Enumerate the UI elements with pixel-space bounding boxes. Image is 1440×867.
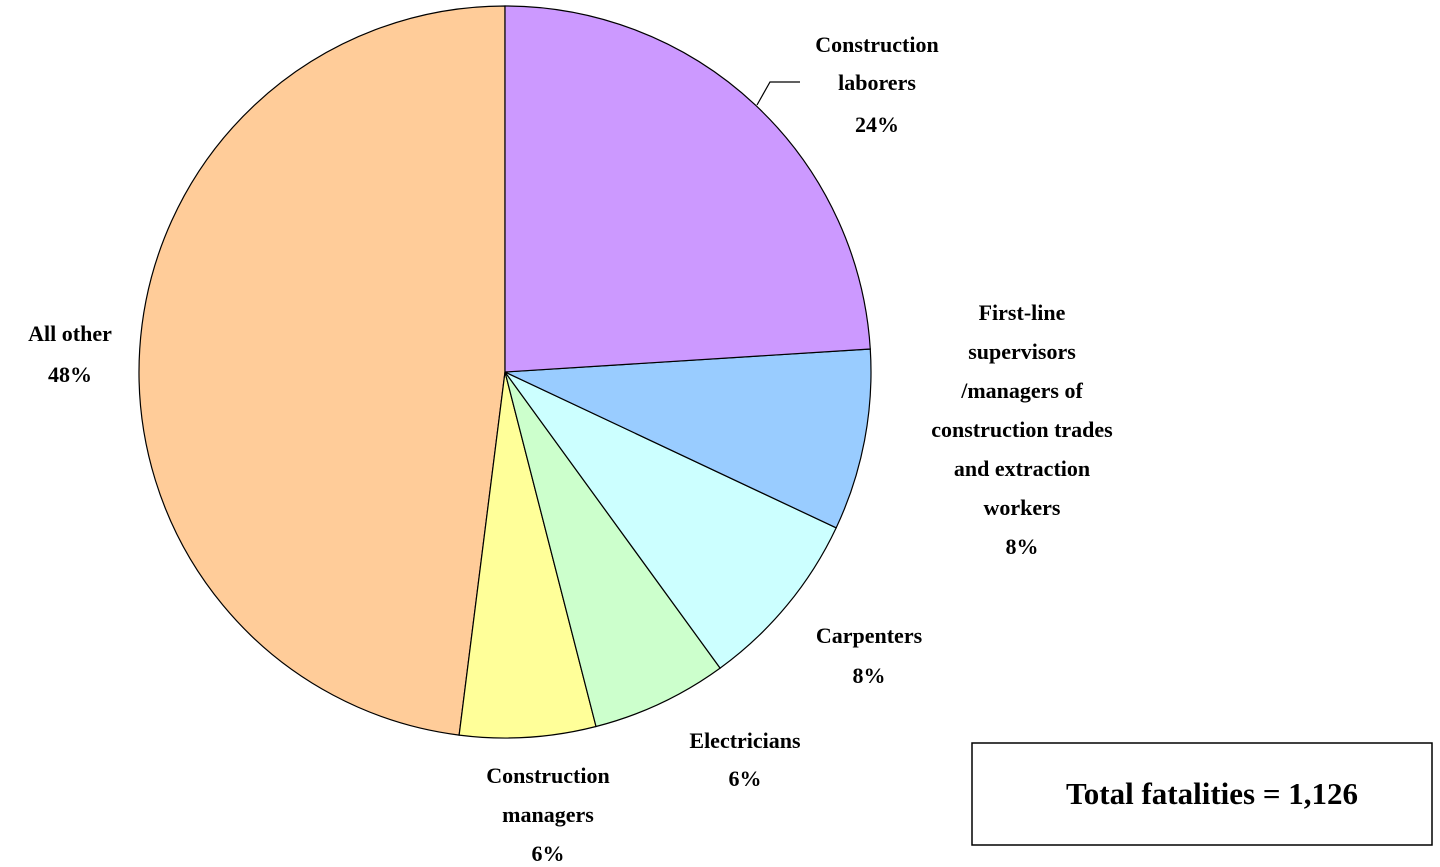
slice-label: First-line supervisors/managers of constru…	[931, 300, 1113, 520]
wedge	[504, 348, 872, 529]
slice-label: Construction managers	[486, 763, 609, 827]
value-label: 48%	[48, 362, 92, 387]
annotation-box	[971, 742, 1433, 846]
leader-line	[756, 81, 800, 106]
value-label: 8%	[853, 663, 886, 688]
slice-label: Carpenters	[816, 623, 923, 648]
wedge	[504, 5, 871, 373]
wedge	[138, 5, 506, 736]
slice-label: Electricians	[689, 728, 801, 753]
slice-label: All other	[28, 321, 112, 346]
wedge	[504, 371, 721, 728]
value-label: 6%	[532, 841, 565, 866]
value-label: 24%	[855, 112, 899, 137]
wedge	[504, 371, 837, 669]
wedge	[458, 371, 597, 739]
annotation: Total fatalities = 1,126	[1066, 776, 1358, 811]
value-label: 6%	[729, 766, 762, 791]
slice-label: Construction laborers	[815, 32, 938, 95]
value-label: 8%	[1006, 534, 1039, 559]
